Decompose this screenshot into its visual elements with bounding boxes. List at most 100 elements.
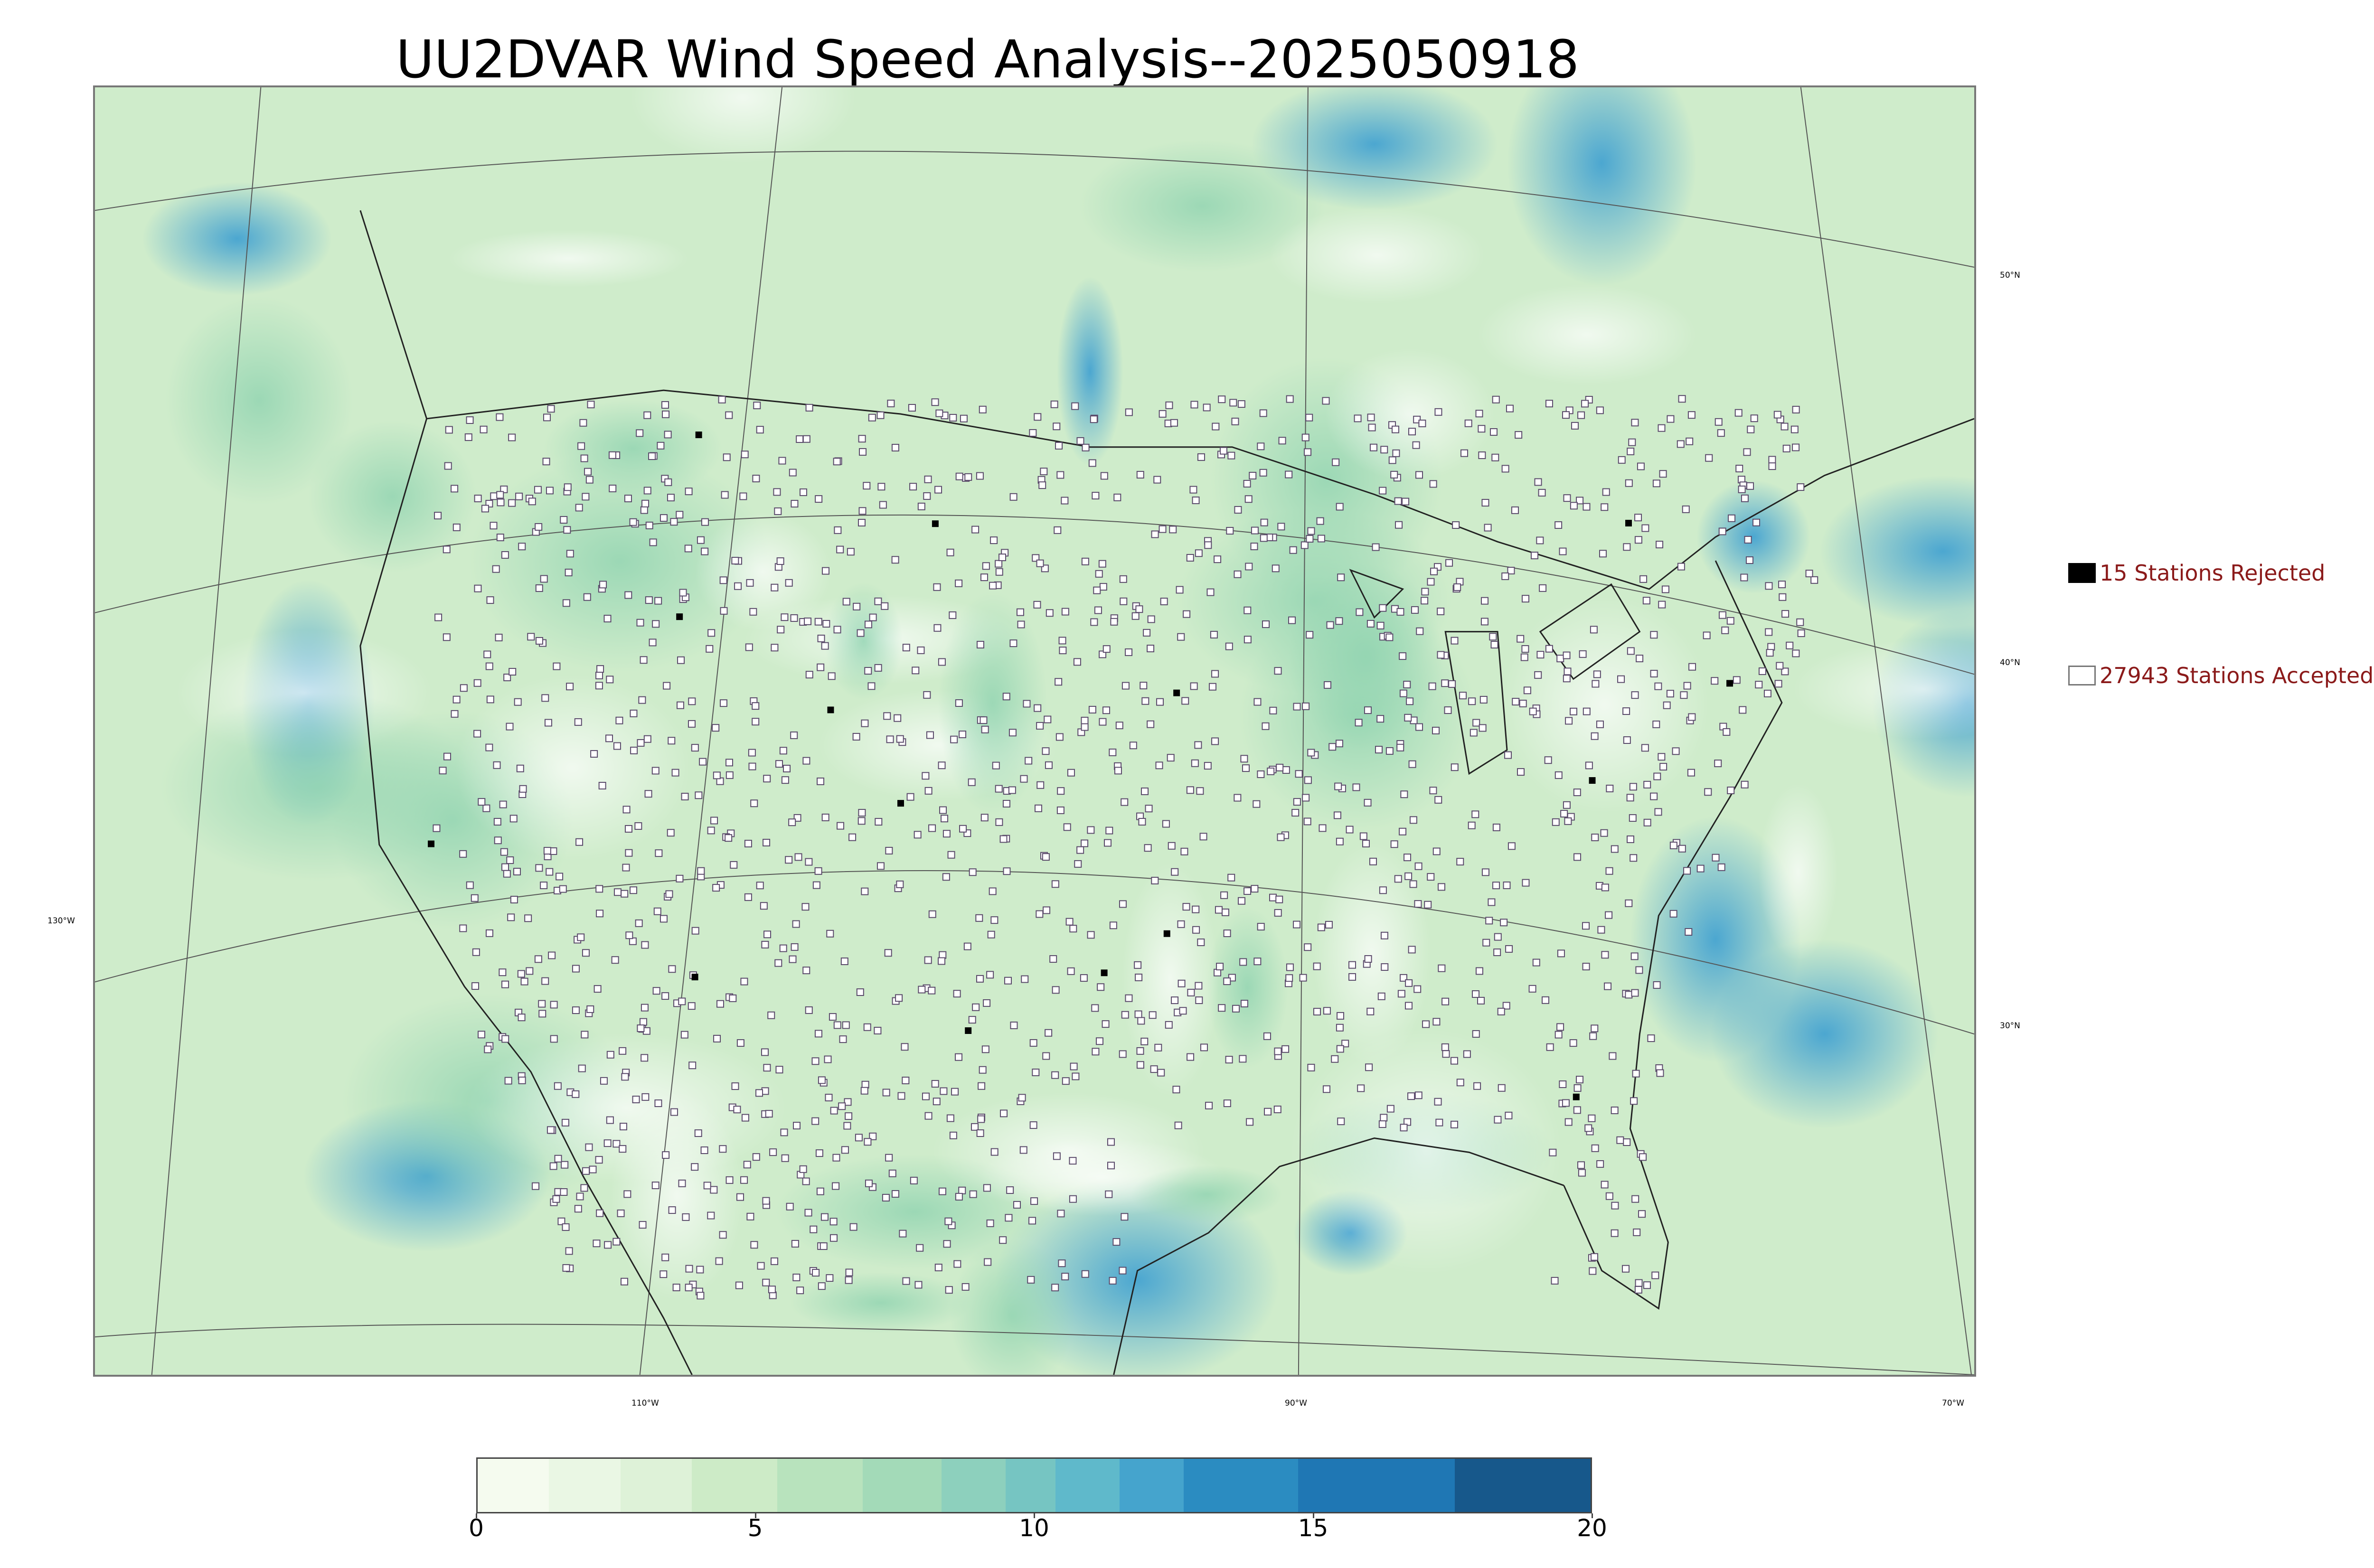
station-accepted-marker: [486, 695, 494, 704]
station-accepted-marker: [858, 435, 866, 443]
station-accepted-marker: [1125, 994, 1133, 1002]
station-accepted-marker: [1428, 682, 1436, 690]
lat-label-30: 30°N: [2000, 1021, 2020, 1031]
station-accepted-marker: [1609, 1052, 1617, 1060]
station-accepted-marker: [1025, 757, 1033, 765]
station-accepted-marker: [1768, 456, 1776, 464]
station-accepted-marker: [1573, 789, 1581, 797]
station-accepted-marker: [644, 790, 652, 798]
station-accepted-marker: [1554, 771, 1563, 779]
station-accepted-marker: [639, 1221, 647, 1229]
station-accepted-marker: [1304, 776, 1312, 784]
station-accepted-marker: [1432, 1018, 1441, 1026]
station-accepted-marker: [1293, 798, 1301, 806]
station-accepted-marker: [1081, 1270, 1089, 1278]
station-accepted-marker: [443, 752, 451, 761]
station-accepted-marker: [1396, 608, 1404, 616]
station-accepted-marker: [1005, 1214, 1013, 1222]
station-accepted-marker: [942, 873, 950, 881]
station-accepted-marker: [1643, 818, 1651, 826]
station-rejected-marker: [691, 974, 698, 981]
station-accepted-marker: [595, 682, 603, 690]
station-accepted-marker: [980, 716, 988, 724]
station-accepted-marker: [1008, 786, 1016, 794]
station-accepted-marker: [452, 695, 461, 704]
station-accepted-marker: [743, 1161, 751, 1169]
station-accepted-marker: [707, 1211, 715, 1220]
station-accepted-marker: [1643, 780, 1651, 789]
station-accepted-marker: [1179, 1007, 1187, 1015]
station-accepted-marker: [1659, 470, 1667, 478]
station-accepted-marker: [826, 1274, 834, 1282]
station-accepted-marker: [901, 1043, 909, 1051]
station-accepted-marker: [1067, 967, 1075, 975]
station-accepted-marker: [688, 720, 696, 728]
station-accepted-marker: [1044, 715, 1052, 723]
station-accepted-marker: [1167, 754, 1175, 762]
station-accepted-marker: [857, 817, 866, 825]
station-accepted-marker: [879, 501, 887, 509]
station-accepted-marker: [612, 1140, 621, 1148]
station-accepted-marker: [799, 488, 807, 496]
station-accepted-marker: [858, 809, 866, 817]
station-accepted-marker: [1260, 534, 1268, 542]
station-accepted-marker: [853, 602, 861, 610]
station-accepted-marker: [792, 1273, 801, 1281]
station-accepted-marker: [955, 1053, 962, 1061]
station-accepted-marker: [1010, 1021, 1018, 1029]
station-accepted-marker: [1415, 471, 1423, 479]
station-accepted-marker: [1635, 1279, 1643, 1287]
station-accepted-marker: [895, 994, 903, 1002]
station-accepted-marker: [490, 522, 498, 530]
station-accepted-marker: [554, 1155, 562, 1163]
wind-field-patch: [1079, 140, 1326, 272]
colorbar-tick-label: 0: [469, 1514, 484, 1542]
station-accepted-marker: [828, 672, 836, 680]
station-accepted-marker: [1478, 451, 1486, 459]
station-accepted-marker: [999, 1236, 1007, 1244]
station-accepted-marker: [606, 1116, 614, 1124]
station-accepted-marker: [613, 888, 622, 896]
station-accepted-marker: [859, 448, 867, 456]
station-accepted-marker: [946, 548, 954, 556]
station-accepted-marker: [615, 716, 623, 724]
station-accepted-marker: [526, 967, 534, 975]
station-accepted-marker: [1746, 482, 1754, 490]
station-accepted-marker: [1199, 833, 1207, 841]
station-accepted-marker: [619, 1123, 627, 1131]
station-accepted-marker: [1304, 943, 1312, 951]
station-accepted-marker: [550, 1001, 558, 1009]
station-accepted-marker: [1404, 854, 1412, 862]
station-accepted-marker: [1714, 760, 1722, 768]
station-accepted-marker: [1336, 503, 1344, 511]
station-accepted-marker: [779, 944, 787, 952]
station-accepted-marker: [515, 492, 523, 500]
station-accepted-marker: [1432, 726, 1440, 734]
station-accepted-marker: [1365, 1063, 1373, 1071]
station-accepted-marker: [619, 1145, 627, 1153]
station-accepted-marker: [1272, 564, 1280, 573]
station-accepted-marker: [1672, 747, 1680, 755]
station-accepted-marker: [1058, 637, 1066, 645]
station-accepted-marker: [560, 516, 568, 524]
station-accepted-marker: [1220, 447, 1227, 455]
station-accepted-marker: [720, 607, 728, 615]
station-accepted-marker: [1589, 1267, 1597, 1275]
station-accepted-marker: [1545, 645, 1553, 653]
station-accepted-marker: [814, 618, 822, 626]
station-accepted-marker: [1322, 1085, 1330, 1093]
high-wind-area: [1819, 475, 1974, 627]
station-accepted-marker: [1264, 1108, 1272, 1116]
station-accepted-marker: [1669, 910, 1677, 918]
station-accepted-marker: [1647, 1034, 1655, 1042]
station-accepted-marker: [1065, 918, 1074, 926]
station-accepted-marker: [1536, 536, 1544, 545]
station-accepted-marker: [579, 419, 587, 427]
station-accepted-marker: [959, 825, 967, 833]
station-accepted-marker: [1542, 996, 1549, 1004]
station-accepted-marker: [1212, 423, 1220, 431]
station-accepted-marker: [909, 483, 917, 491]
station-accepted-marker: [1151, 877, 1159, 884]
station-accepted-marker: [678, 1179, 686, 1187]
station-accepted-marker: [1244, 887, 1252, 895]
